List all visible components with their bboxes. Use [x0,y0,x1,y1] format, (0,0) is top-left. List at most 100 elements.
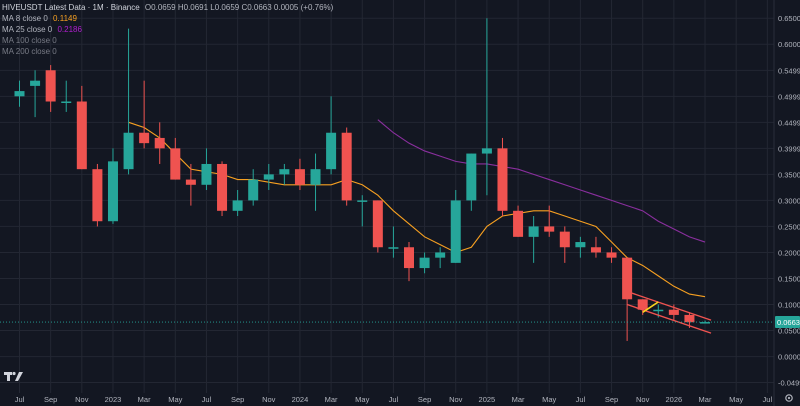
ma100-label: MA 100 close 0 [2,36,57,45]
y-tick-label: 0.6500 [778,14,800,23]
gear-icon[interactable] [784,393,794,403]
x-tick-label: May [355,395,369,404]
candle-body[interactable] [263,174,274,180]
x-tick-label: Jul [389,395,399,404]
candle-body[interactable] [107,161,118,222]
legend-ma25[interactable]: MA 25 close 0 0.2186 [2,24,333,35]
x-tick-label: Mar [325,395,338,404]
candle-body[interactable] [466,153,477,201]
last-price-label: 0.0663 [777,318,800,327]
candle-body[interactable] [450,200,461,263]
candle-body[interactable] [357,200,368,202]
highlight-segment[interactable] [642,301,659,313]
candle-body[interactable] [528,226,539,237]
candle-body[interactable] [497,148,508,211]
channel-line-lower[interactable] [626,303,712,334]
candle-body[interactable] [668,309,679,315]
x-tick-label: Sep [44,395,57,404]
candle-body[interactable] [606,252,617,258]
candle-body[interactable] [310,169,321,185]
y-tick-label: -0.0499 [778,379,800,388]
tradingview-logo-icon [4,371,23,381]
candle-body[interactable] [388,247,399,249]
y-tick-label: 0.4499 [778,118,800,127]
y-tick-label: 0.3000 [778,196,800,205]
candle-body[interactable] [622,257,633,300]
candle-body[interactable] [419,257,430,269]
candle-body[interactable] [653,309,664,312]
candle-body[interactable] [92,169,103,222]
x-tick-label: Sep [418,395,431,404]
y-tick-label: 0.6000 [778,40,800,49]
y-tick-label: 0.0500 [778,327,800,336]
candle-body[interactable] [544,226,555,232]
y-tick-label: 0.1500 [778,274,800,283]
x-tick-label: Jul [763,395,773,404]
candle-body[interactable] [372,200,383,248]
candle-body[interactable] [294,169,305,185]
x-tick-label: 2026 [666,395,683,404]
candle-body[interactable] [700,322,711,324]
candle-body[interactable] [481,148,492,154]
ma25-value: 0.2186 [57,25,82,34]
indicator-legend: HIVEUSDT Latest Data · 1M · Binance O0.0… [2,2,333,57]
x-tick-label: Nov [262,395,276,404]
candle-body[interactable] [435,252,446,258]
candle-body[interactable] [154,137,165,149]
channel-line-upper[interactable] [626,290,712,321]
candle-body[interactable] [684,314,695,323]
candle-body[interactable] [637,299,648,310]
ma25-label: MA 25 close 0 [2,25,53,34]
candle-body[interactable] [590,247,601,253]
x-tick-label: Mar [138,395,151,404]
x-tick-label: May [542,395,556,404]
candle-body[interactable] [575,242,586,248]
candle-body[interactable] [326,132,337,170]
y-tick-label: 0.1000 [778,301,800,310]
ma25-line [377,119,706,243]
legend-ma200[interactable]: MA 200 close 0 [2,46,333,57]
legend-ma100[interactable]: MA 100 close 0 [2,35,333,46]
last-price-badge [775,316,800,329]
x-tick-label: Sep [605,395,618,404]
candle-body[interactable] [279,169,290,175]
x-tick-label: 2024 [292,395,309,404]
candle-body[interactable] [513,210,524,237]
x-tick-label: May [168,395,182,404]
candle-body[interactable] [14,91,25,97]
x-tick-label: Nov [636,395,650,404]
candle-body[interactable] [30,80,41,86]
x-tick-label: Sep [231,395,244,404]
ma8-label: MA 8 close 0 [2,14,48,23]
candle-body[interactable] [170,148,181,180]
x-tick-label: Jul [576,395,586,404]
x-tick-label: Nov [75,395,89,404]
x-tick-label: 2025 [479,395,496,404]
symbol-title[interactable]: HIVEUSDT Latest Data · 1M · Binance [2,3,140,12]
candle-body[interactable] [217,163,228,211]
candle-body[interactable] [232,200,243,211]
y-tick-label: 0.3999 [778,144,800,153]
candle-body[interactable] [185,179,196,185]
candle-body[interactable] [123,132,134,170]
x-tick-label: 2023 [105,395,122,404]
y-tick-label: 0.4999 [778,92,800,101]
candle-body[interactable] [139,132,150,144]
candle-body[interactable] [248,179,259,201]
ma8-value: 0.1149 [53,14,77,23]
candle-body[interactable] [559,231,570,248]
candle-body[interactable] [341,132,352,201]
candle-body[interactable] [61,101,72,104]
y-tick-label: 0.2000 [778,248,800,257]
candle-body[interactable] [76,101,87,170]
candle-body[interactable] [201,163,212,185]
y-tick-label: 0.3500 [778,170,800,179]
legend-ma8[interactable]: MA 8 close 0 0.1149 [2,13,333,24]
legend-header-row: HIVEUSDT Latest Data · 1M · Binance O0.0… [2,2,333,13]
candle-body[interactable] [45,70,56,102]
candle-body[interactable] [404,247,414,269]
y-tick-label: 0.0000 [778,353,800,362]
x-tick-label: May [729,395,743,404]
ma200-label: MA 200 close 0 [2,47,57,56]
